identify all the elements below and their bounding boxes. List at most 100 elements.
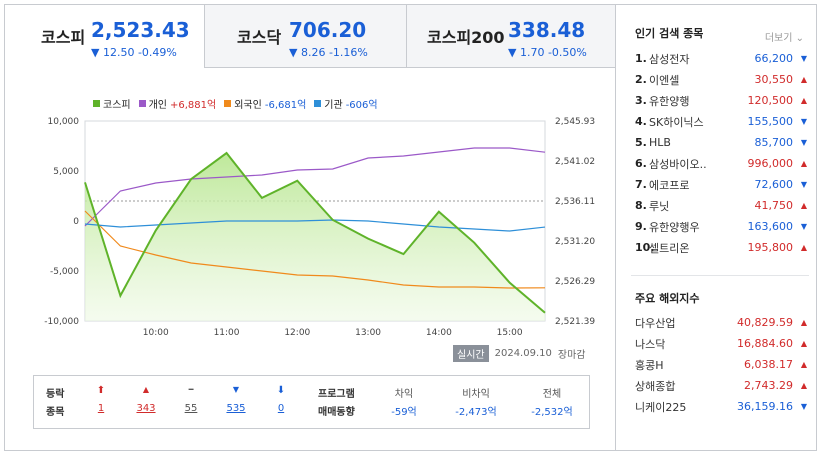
left-axis-tick: -5,000 <box>50 267 79 277</box>
stock-name[interactable]: 삼성바이오.. <box>649 157 707 171</box>
down-arrow-icon: ▼ <box>800 180 807 189</box>
index-value: 36,159.16 <box>737 400 793 413</box>
fall-icon: ▼ <box>232 385 240 394</box>
divider <box>631 275 809 276</box>
stock-price: 195,800 <box>747 241 794 254</box>
legend-foreign-value: -6,681억 <box>264 100 307 111</box>
popular-item[interactable]: 3. 유한양행 120,500 ▲ <box>635 90 807 111</box>
timestamp: 실시간 2024.09.10 장마감 <box>453 345 585 362</box>
stock-price: 41,750 <box>754 199 794 212</box>
overseas-item[interactable]: 다우산업 40,829.59 ▲ <box>635 312 807 333</box>
right-axis-tick: 2,526.29 <box>555 277 595 287</box>
rank-number: 8. <box>635 199 647 212</box>
rise-icon: ▲ <box>142 385 150 394</box>
popular-item[interactable]: 7. 에코프로 72,600 ▼ <box>635 174 807 195</box>
rise-count[interactable]: 343 <box>136 403 156 414</box>
tab-kosdaq-value: 706.20 <box>289 18 367 42</box>
index-name[interactable]: 다우산업 <box>635 316 676 330</box>
tab-kospi200-value: 338.48 <box>508 18 586 42</box>
overseas-item[interactable]: 나스닥 16,884.60 ▲ <box>635 333 807 354</box>
tab-kospi200[interactable]: 코스피200 338.48 ▼ 1.70 -0.50% <box>406 5 615 68</box>
tab-kospi[interactable]: 코스피 2,523.43 ▼ 12.50 -0.49% <box>5 5 204 68</box>
fall-count[interactable]: 535 <box>226 403 246 414</box>
tab-kospi200-change: ▼ 1.70 -0.50% <box>508 46 587 59</box>
individual-line <box>84 147 546 227</box>
down-arrow-icon: ▼ <box>800 138 807 147</box>
up-arrow-icon: ▲ <box>800 75 807 84</box>
legend-institution[interactable]: 기관 -606억 <box>314 96 378 111</box>
popular-item[interactable]: 5. HLB 85,700 ▼ <box>635 132 807 153</box>
stock-name[interactable]: 유한양행 <box>649 94 690 108</box>
legend-foreign[interactable]: 외국인 -6,681억 <box>224 96 306 111</box>
tab-kosdaq[interactable]: 코스닥 706.20 ▼ 8.26 -1.16% <box>204 5 406 68</box>
popular-item[interactable]: 1. 삼성전자 66,200 ▼ <box>635 48 807 69</box>
popular-item[interactable]: 4. SK하이닉스 155,500 ▼ <box>635 111 807 132</box>
stock-name[interactable]: 삼성전자 <box>649 52 690 66</box>
popular-item[interactable]: 10. 셀트리온 195,800 ▲ <box>635 237 807 258</box>
kospi-area <box>85 153 545 321</box>
index-panel: 코스피 2,523.43 ▼ 12.50 -0.49% 코스닥 706.20 ▼… <box>5 5 616 450</box>
unchanged-count[interactable]: 55 <box>184 403 198 414</box>
more-link[interactable]: 더보기 ⌄ <box>765 29 804 44</box>
down-arrow-icon: ▼ <box>800 222 807 231</box>
market-breadth-panel: 등락 종목 ⬆ 1 ▲ 343 ━ 55 ▼ 535 ⬇ 0 프로그램 매매동향… <box>33 375 590 429</box>
stock-name[interactable]: 루닛 <box>649 199 670 213</box>
stock-name[interactable]: 이엔셀 <box>649 73 680 87</box>
rank-number: 9. <box>635 220 647 233</box>
arbitrage-value: -59억 <box>391 407 417 418</box>
overseas-title: 주요 해외지수 <box>635 292 700 305</box>
right-axis-tick: 2,521.39 <box>555 317 595 327</box>
legend-kospi-label: 코스피 <box>103 100 131 111</box>
index-value: 6,038.17 <box>744 358 793 371</box>
rank-number: 7. <box>635 178 647 191</box>
lower-limit-count[interactable]: 0 <box>277 403 285 414</box>
popular-item[interactable]: 6. 삼성바이오.. 996,000 ▲ <box>635 153 807 174</box>
index-value: 40,829.59 <box>737 316 793 329</box>
upper-limit-icon: ⬆ <box>96 385 106 396</box>
stock-name[interactable]: 에코프로 <box>649 178 690 192</box>
legend-institution-label: 기관 <box>324 100 343 111</box>
program-total-value: -2,532억 <box>531 407 573 418</box>
legend-institution-value: -606억 <box>345 100 378 111</box>
index-name[interactable]: 상해종합 <box>635 379 676 393</box>
upper-limit-count[interactable]: 1 <box>97 403 105 414</box>
overseas-item[interactable]: 니케이225 36,159.16 ▼ <box>635 396 807 417</box>
down-arrow-icon: ▼ <box>800 117 807 126</box>
stock-name[interactable]: SK하이닉스 <box>649 115 704 129</box>
index-name[interactable]: 나스닥 <box>635 337 666 351</box>
stock-name[interactable]: 셀트리온 <box>649 241 690 255</box>
stock-name[interactable]: HLB <box>649 136 671 149</box>
x-axis-tick: 14:00 <box>426 328 452 338</box>
stock-price: 30,550 <box>754 73 794 86</box>
up-arrow-icon: ▲ <box>800 159 807 168</box>
stock-name[interactable]: 유한양행우 <box>649 220 700 234</box>
overseas-item[interactable]: 홍콩H 6,038.17 ▲ <box>635 354 807 375</box>
rank-number: 6. <box>635 157 647 170</box>
legend-individual-swatch <box>138 100 146 107</box>
more-label: 더보기 <box>764 33 793 44</box>
index-value: 2,743.29 <box>744 379 793 392</box>
left-axis-tick: 5,000 <box>53 167 79 177</box>
stock-price: 996,000 <box>747 157 794 170</box>
rank-number: 3. <box>635 94 647 107</box>
x-axis-tick: 15:00 <box>497 328 523 338</box>
popular-item[interactable]: 2. 이엔셀 30,550 ▲ <box>635 69 807 90</box>
trade-date: 2024.09.10 <box>494 348 552 359</box>
right-axis-tick: 2,541.02 <box>555 157 595 167</box>
index-name[interactable]: 니케이225 <box>635 400 687 414</box>
legend-kospi-swatch <box>93 100 100 107</box>
down-arrow-icon: ▼ <box>800 402 807 411</box>
legend-individual[interactable]: 개인 +6,881억 <box>138 96 216 111</box>
rank-number: 4. <box>635 115 647 128</box>
overseas-item[interactable]: 상해종합 2,743.29 ▲ <box>635 375 807 396</box>
popular-item[interactable]: 9. 유한양행우 163,600 ▼ <box>635 216 807 237</box>
rank-number: 2. <box>635 73 647 86</box>
popular-item[interactable]: 8. 루닛 41,750 ▲ <box>635 195 807 216</box>
index-name[interactable]: 홍콩H <box>635 358 664 372</box>
up-arrow-icon: ▲ <box>800 96 807 105</box>
tab-kosdaq-change: ▼ 8.26 -1.16% <box>289 46 368 59</box>
up-arrow-icon: ▲ <box>800 243 807 252</box>
legend-individual-label: 개인 <box>148 100 168 111</box>
up-arrow-icon: ▲ <box>800 360 807 369</box>
legend-kospi[interactable]: 코스피 <box>93 96 131 111</box>
